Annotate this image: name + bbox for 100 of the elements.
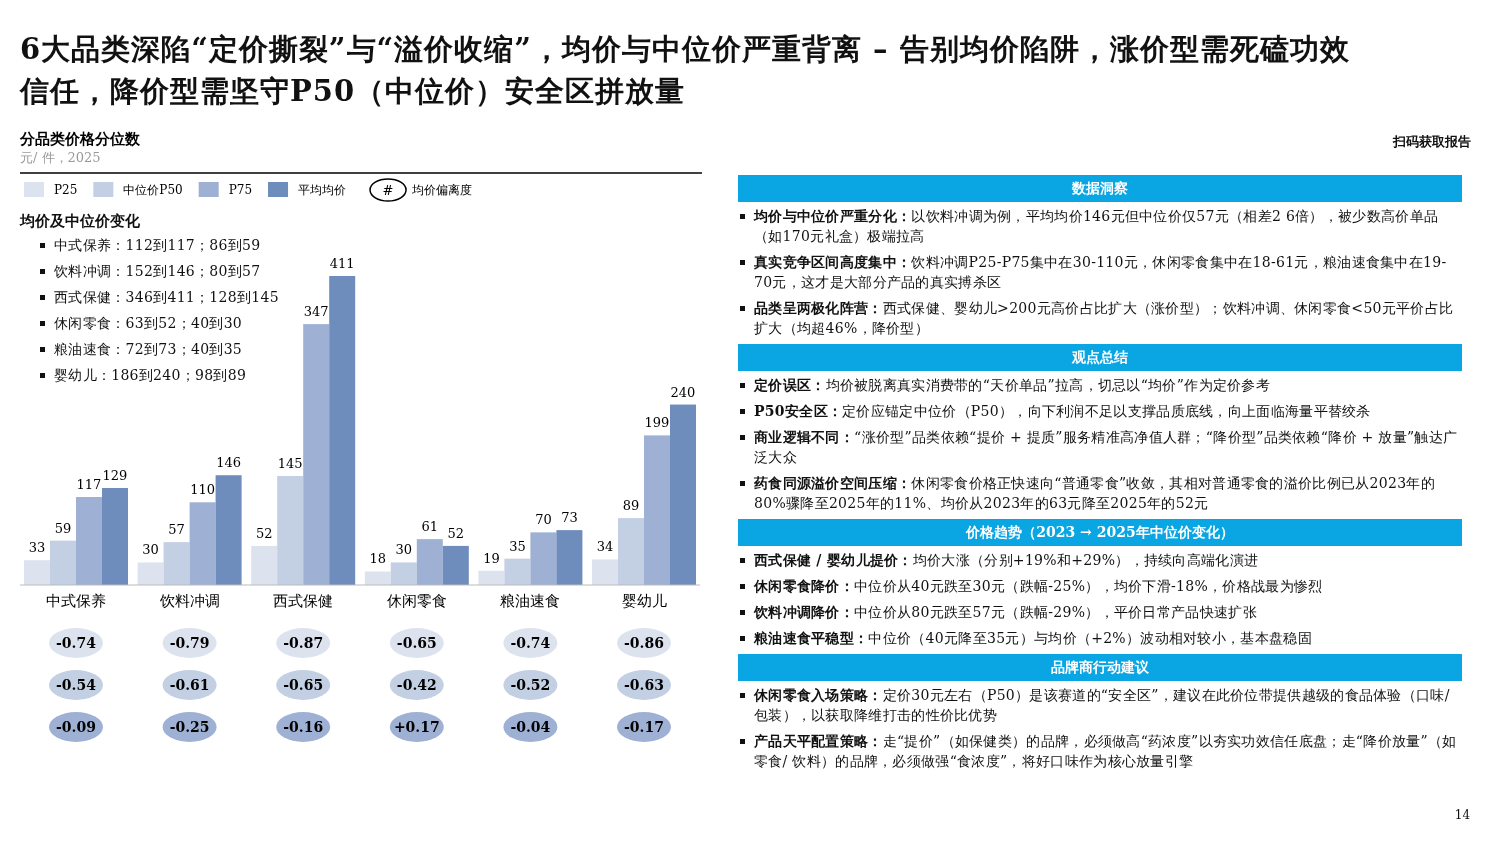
data-label: 59 (54, 520, 72, 536)
bar (364, 571, 391, 585)
text: -0.86 (624, 635, 664, 651)
bar (592, 559, 618, 585)
bar (478, 570, 505, 585)
text: 饮料冲调降价：中位价从80元跌至57元（跌幅-29%），平价日常产品快速扩张 (754, 603, 1257, 622)
text: 数据洞察 (738, 175, 1462, 202)
text: 休闲零食入场策略：定价30元左右（P50）是该赛道的“安全区”，建议在此价位带提供越级的食品体验（口味/ 包装），以获取降维打击的性价比优势 (754, 686, 1451, 725)
text: 扫码获取报告 (1391, 133, 1472, 151)
legend-label: 中位价P50 (123, 183, 183, 197)
data-label: 411 (329, 256, 355, 271)
data-label: 52 (255, 525, 273, 541)
annotation: 婴幼儿：186到240；98到89 (54, 366, 247, 385)
data-label: 89 (622, 498, 640, 514)
annotation: 饮料冲调：152到146；80到57 (54, 262, 261, 281)
bar (670, 404, 696, 585)
data-label: 57 (168, 522, 185, 538)
chart-subtitle: 元/ 件，2025 (20, 150, 101, 165)
text: 休闲零食降价：中位价从40元跌至30元（跌幅-25%），均价下滑-18%，价格战最为惨烈 (754, 577, 1323, 596)
bar (137, 562, 164, 585)
data-label: 347 (303, 304, 329, 320)
x-tick-label: 婴幼儿 (621, 592, 667, 610)
text: -0.63 (624, 677, 664, 693)
data-label: 19 (483, 550, 500, 566)
bar (76, 497, 102, 585)
text: -0.74 (510, 635, 551, 651)
bar (618, 518, 644, 585)
bar (530, 532, 557, 585)
data-label: 129 (102, 468, 128, 484)
data-label: 70 (535, 512, 552, 528)
text: 6大品类深陷“定价撕裂”与“溢价收缩”，均价与中位价严重背离 – 告别均价陷阱，涨价型需死磕功效信任，降价型需坚守P50（中位价）安全区拼放量 (20, 31, 1351, 110)
text: 14 (1453, 808, 1472, 822)
bar (189, 502, 216, 585)
text: 西式保健 / 婴幼儿提价：均价大涨（分别+19%和+29%），持续向高端化演进 (754, 551, 1259, 570)
bar (644, 435, 670, 585)
annotation: 休闲零食：63到52；40到30 (54, 314, 243, 333)
text: P50安全区：定价应锚定中位价（P50），向下利润不足以支撑品质底线，向上面临海量平替绞杀 (754, 402, 1371, 421)
text: 均价及中位价变化 (20, 212, 141, 231)
bar (251, 545, 278, 585)
text: 观点总结 (738, 344, 1462, 371)
text: 粮油速食平稳型：中位价（40元降至35元）与均价（+2%）波动相对较小，基本盘稳固 (754, 629, 1312, 648)
text: -0.54 (56, 677, 97, 693)
x-tick-label: 粮油速食 (500, 592, 561, 610)
text: 品类呈两极化阵营：西式保健、婴幼儿>200元高价占比扩大（涨价型）；饮料冲调、休闲零食<50元平价占比扩大（均超46%，降价型） (754, 299, 1455, 338)
bar (442, 545, 469, 585)
text: -0.09 (56, 719, 96, 735)
data-label: 18 (369, 551, 387, 567)
bar (50, 540, 76, 585)
text: 商业逻辑不同：“涨价型”品类依赖“提价 + 提质”服务精准高净值人群；“降价型”品类依赖“降价 + 放量”触达广泛大众 (754, 429, 1458, 465)
data-label: 199 (644, 415, 670, 431)
text: 产品天平配置策略：走“提价”（如保健类）的品牌，必须做高“药浓度”以夯实功效信任底盘；走“降价放量”（如零食/ 饮料）的品牌，必须做强“食浓度”，将好口味作为核心放量引擎 (754, 732, 1458, 771)
data-label: 33 (28, 540, 46, 556)
text: -0.52 (510, 677, 551, 693)
text: 药食同源溢价空间压缩：休闲零食价格正快速向“普通零食”收敛，其相对普通零食的溢价比例已从2023年的80%骤降至2025年的11%、均价从2023年的63元降至2025年的52元 (754, 474, 1436, 513)
x-tick-label: 中式保养 (46, 592, 106, 610)
bar (102, 488, 128, 585)
x-tick-label: 饮料冲调 (158, 592, 220, 610)
bar (163, 542, 190, 585)
text: 均价偏离度 (411, 183, 473, 197)
text: 均价与中位价严重分化：以饮料冲调为例，平均均价146元但中位价仅57元（相差2 6倍），被少数高价单品（如170元礼盒）极端拉高 (754, 207, 1440, 246)
text: -0.61 (169, 677, 210, 693)
text: -0.74 (56, 635, 97, 651)
text: 品牌商行动建议 (738, 654, 1462, 681)
x-tick-label: 休闲零食 (386, 592, 447, 610)
data-label: 30 (395, 542, 413, 558)
bar (215, 475, 242, 585)
bar (303, 324, 330, 585)
text: 真实竞争区间高度集中：饮料冲调P25-P75集中在30-110元，休闲零食集中在18-61元，粮油速食集中在19-70元，这才是大部分产品的真实搏杀区 (754, 253, 1448, 292)
bar (504, 558, 531, 585)
bar (277, 475, 304, 585)
legend-label: 平均均价 (298, 183, 347, 197)
text: -0.79 (169, 635, 210, 651)
text: 中式保养：112到117；86到59 (54, 236, 261, 255)
text: -0.17 (624, 719, 664, 735)
text: +0.17 (393, 719, 440, 735)
legend-label: P25 (54, 183, 78, 197)
data-label: 35 (509, 538, 526, 554)
legend-label: P75 (228, 183, 253, 197)
text: -0.65 (396, 635, 437, 651)
data-label: 73 (561, 510, 578, 526)
data-label: 117 (76, 477, 102, 493)
data-label: 61 (421, 519, 439, 535)
data-label: 34 (596, 539, 614, 555)
text: 价格趋势（2023 → 2025年中位价变化） (738, 519, 1462, 546)
bar (329, 276, 356, 585)
text: -0.04 (510, 719, 551, 735)
text: 定价误区：均价被脱离真实消费带的“天价单品”拉高，切忌以“均价”作为定价参考 (754, 376, 1271, 395)
data-label: 145 (277, 455, 303, 471)
text: -0.16 (283, 719, 324, 735)
legend-title: # (382, 183, 394, 198)
bar (24, 560, 50, 585)
bar (556, 530, 583, 585)
data-label: 146 (216, 455, 242, 471)
text: -0.42 (396, 677, 437, 693)
text: -0.65 (283, 677, 324, 693)
annotation: 西式保健：346到411；128到145 (54, 288, 279, 307)
chart-title: 分品类价格分位数 (19, 130, 141, 148)
data-label: 52 (447, 525, 465, 541)
bar (416, 539, 443, 585)
bar (390, 562, 417, 585)
